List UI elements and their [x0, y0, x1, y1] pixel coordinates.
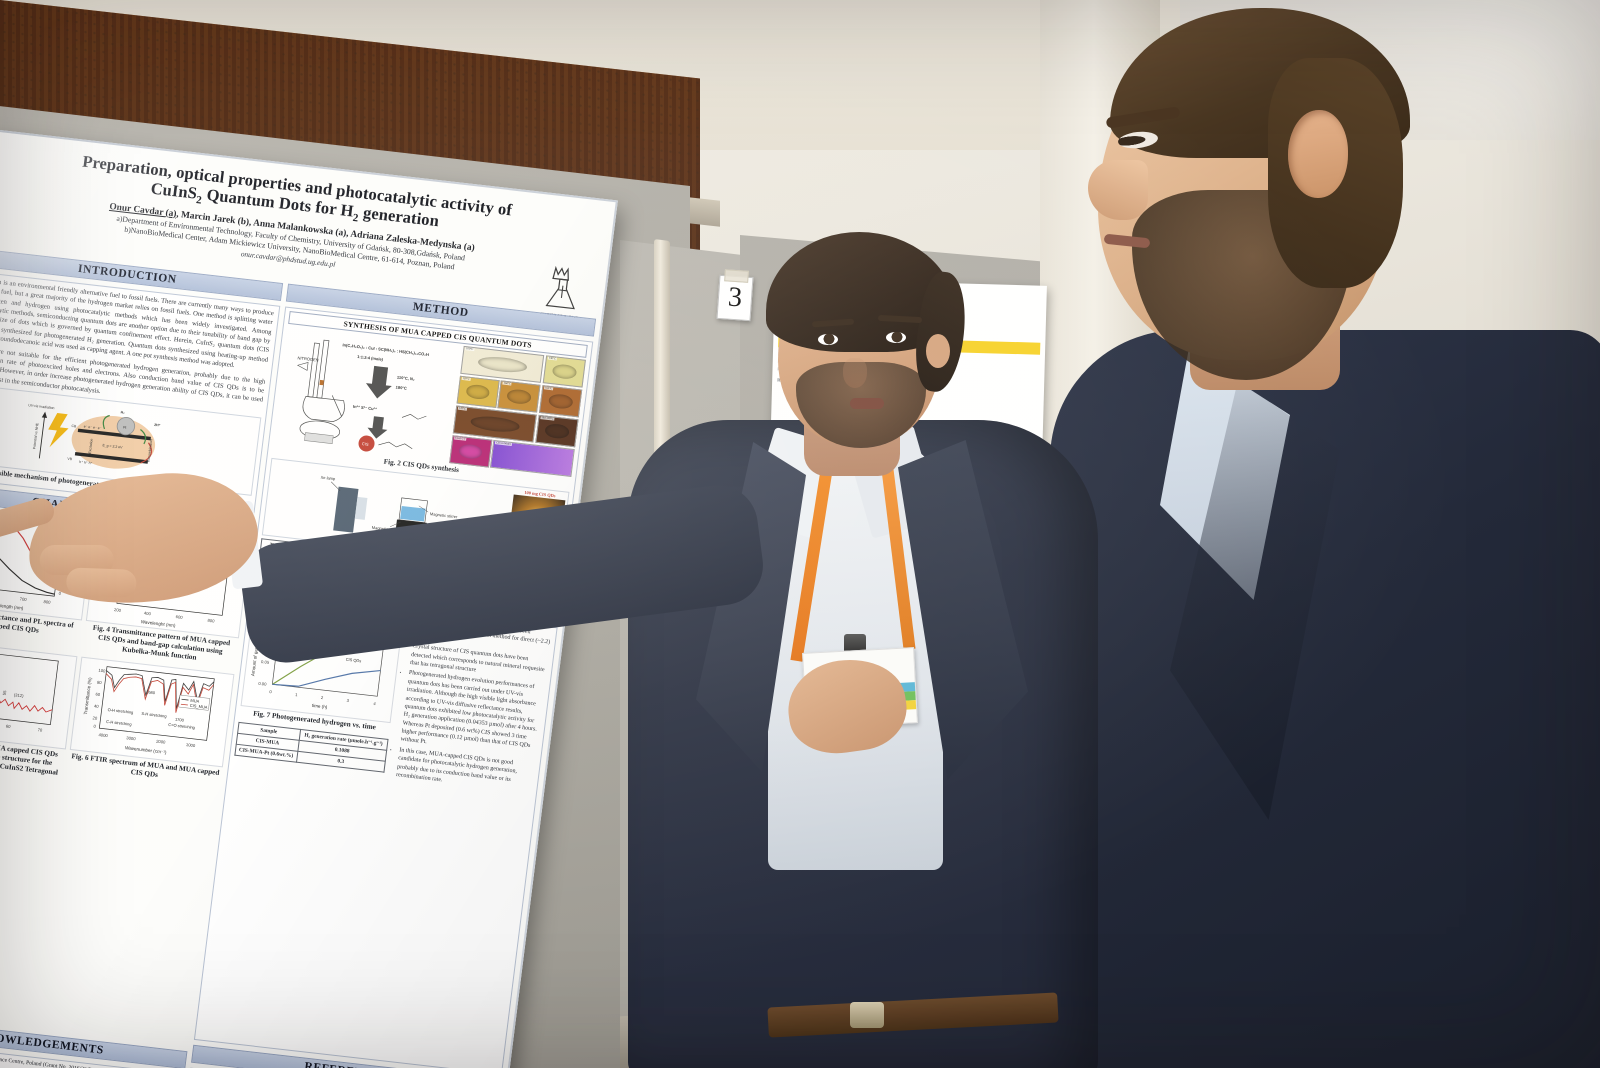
synthesis-schematic: NITROGEN In(C₂H₃O₂)₃ : CuI : SC(NH₂)₂ : …: [273, 326, 462, 463]
vial-sample: 180-190°C: [535, 414, 579, 448]
svg-text:1000: 1000: [186, 742, 197, 748]
svg-text:time (h): time (h): [311, 703, 328, 710]
svg-text:400: 400: [144, 610, 152, 616]
visitor-ear: [1288, 110, 1348, 198]
svg-text:60: 60: [6, 724, 12, 730]
svg-text:2: 2: [320, 695, 324, 700]
vial-sample: 130°C: [542, 355, 586, 389]
presenter-eye-left: [818, 334, 838, 345]
fig6-ftir-plot: MUA CIS_MUA O-H stretching C-H stretchin…: [83, 666, 215, 755]
svg-text:200: 200: [114, 607, 122, 613]
folded-finger: [65, 567, 137, 598]
svg-text:3: 3: [346, 698, 350, 703]
svg-text:CIS: CIS: [361, 441, 369, 447]
presenter-mouth: [850, 398, 884, 409]
svg-text:0.00: 0.00: [258, 681, 267, 687]
svg-text:40: 40: [94, 703, 100, 709]
svg-text:60: 60: [95, 691, 101, 697]
svg-text:800: 800: [207, 618, 215, 624]
svg-text:3000: 3000: [126, 735, 137, 741]
svg-text:700: 700: [19, 596, 27, 602]
svg-text:Wavenumber (cm⁻¹): Wavenumber (cm⁻¹): [125, 745, 167, 755]
svg-text:Pt: Pt: [123, 425, 127, 429]
svg-text:Wavelength (nm): Wavelength (nm): [0, 602, 24, 611]
visitor-nose: [1088, 160, 1148, 220]
svg-text:0: 0: [94, 723, 98, 728]
conclusion-panel: CIS QDs - Pt (0.6 wt.%) CIS QDs 0.15 0.1…: [193, 592, 558, 1068]
svg-text:70: 70: [37, 727, 43, 733]
svg-text:Wavelenght (nm): Wavelenght (nm): [141, 619, 177, 628]
svg-text:0.05: 0.05: [260, 659, 269, 665]
vial-sample: 150°C: [456, 375, 500, 409]
presenter-belt-buckle: [850, 1002, 884, 1028]
presenter-eye-right: [886, 332, 906, 343]
svg-text:800: 800: [43, 599, 51, 605]
vial-sample: 165°C: [538, 384, 583, 418]
svg-text:20: 20: [93, 715, 99, 721]
visitor-person: [1040, 0, 1600, 1068]
svg-text:600: 600: [176, 614, 184, 620]
presenter-nose: [843, 358, 867, 388]
svg-text:Transmittance (%): Transmittance (%): [83, 677, 93, 715]
synthesis-vial-grid: 100°C 130°C 150°C 160°C 165°C 170°C 180-…: [448, 345, 586, 477]
svg-text:0: 0: [269, 689, 273, 694]
svg-text:4000: 4000: [98, 732, 109, 738]
svg-text:1: 1: [294, 692, 298, 697]
svg-text:4: 4: [373, 701, 377, 706]
svg-text:2000: 2000: [156, 739, 167, 745]
presenter-person: [0, 230, 1140, 1068]
svg-text:2H⁺: 2H⁺: [154, 423, 161, 428]
figure-6-chart: MUA CIS_MUA O-H stretching C-H stretchin…: [70, 656, 234, 768]
presenter-ear: [926, 334, 950, 368]
list-item: Photogenerated hydrogen evolution perfor…: [400, 669, 545, 759]
figure-6-wrap: MUA CIS_MUA O-H stretching C-H stretchin…: [66, 656, 234, 798]
vial-sample: 160°C: [497, 380, 541, 413]
vial-uv-sample: Final-UV: [448, 434, 493, 468]
svg-text:80: 80: [97, 680, 103, 686]
flask-crown-icon: [545, 265, 575, 310]
reflux-apparatus-diagram: NITROGEN In(C₂H₃O₂)₃ : CuI : SC(NH₂)₂ : …: [285, 327, 449, 462]
svg-text:100: 100: [98, 668, 106, 674]
